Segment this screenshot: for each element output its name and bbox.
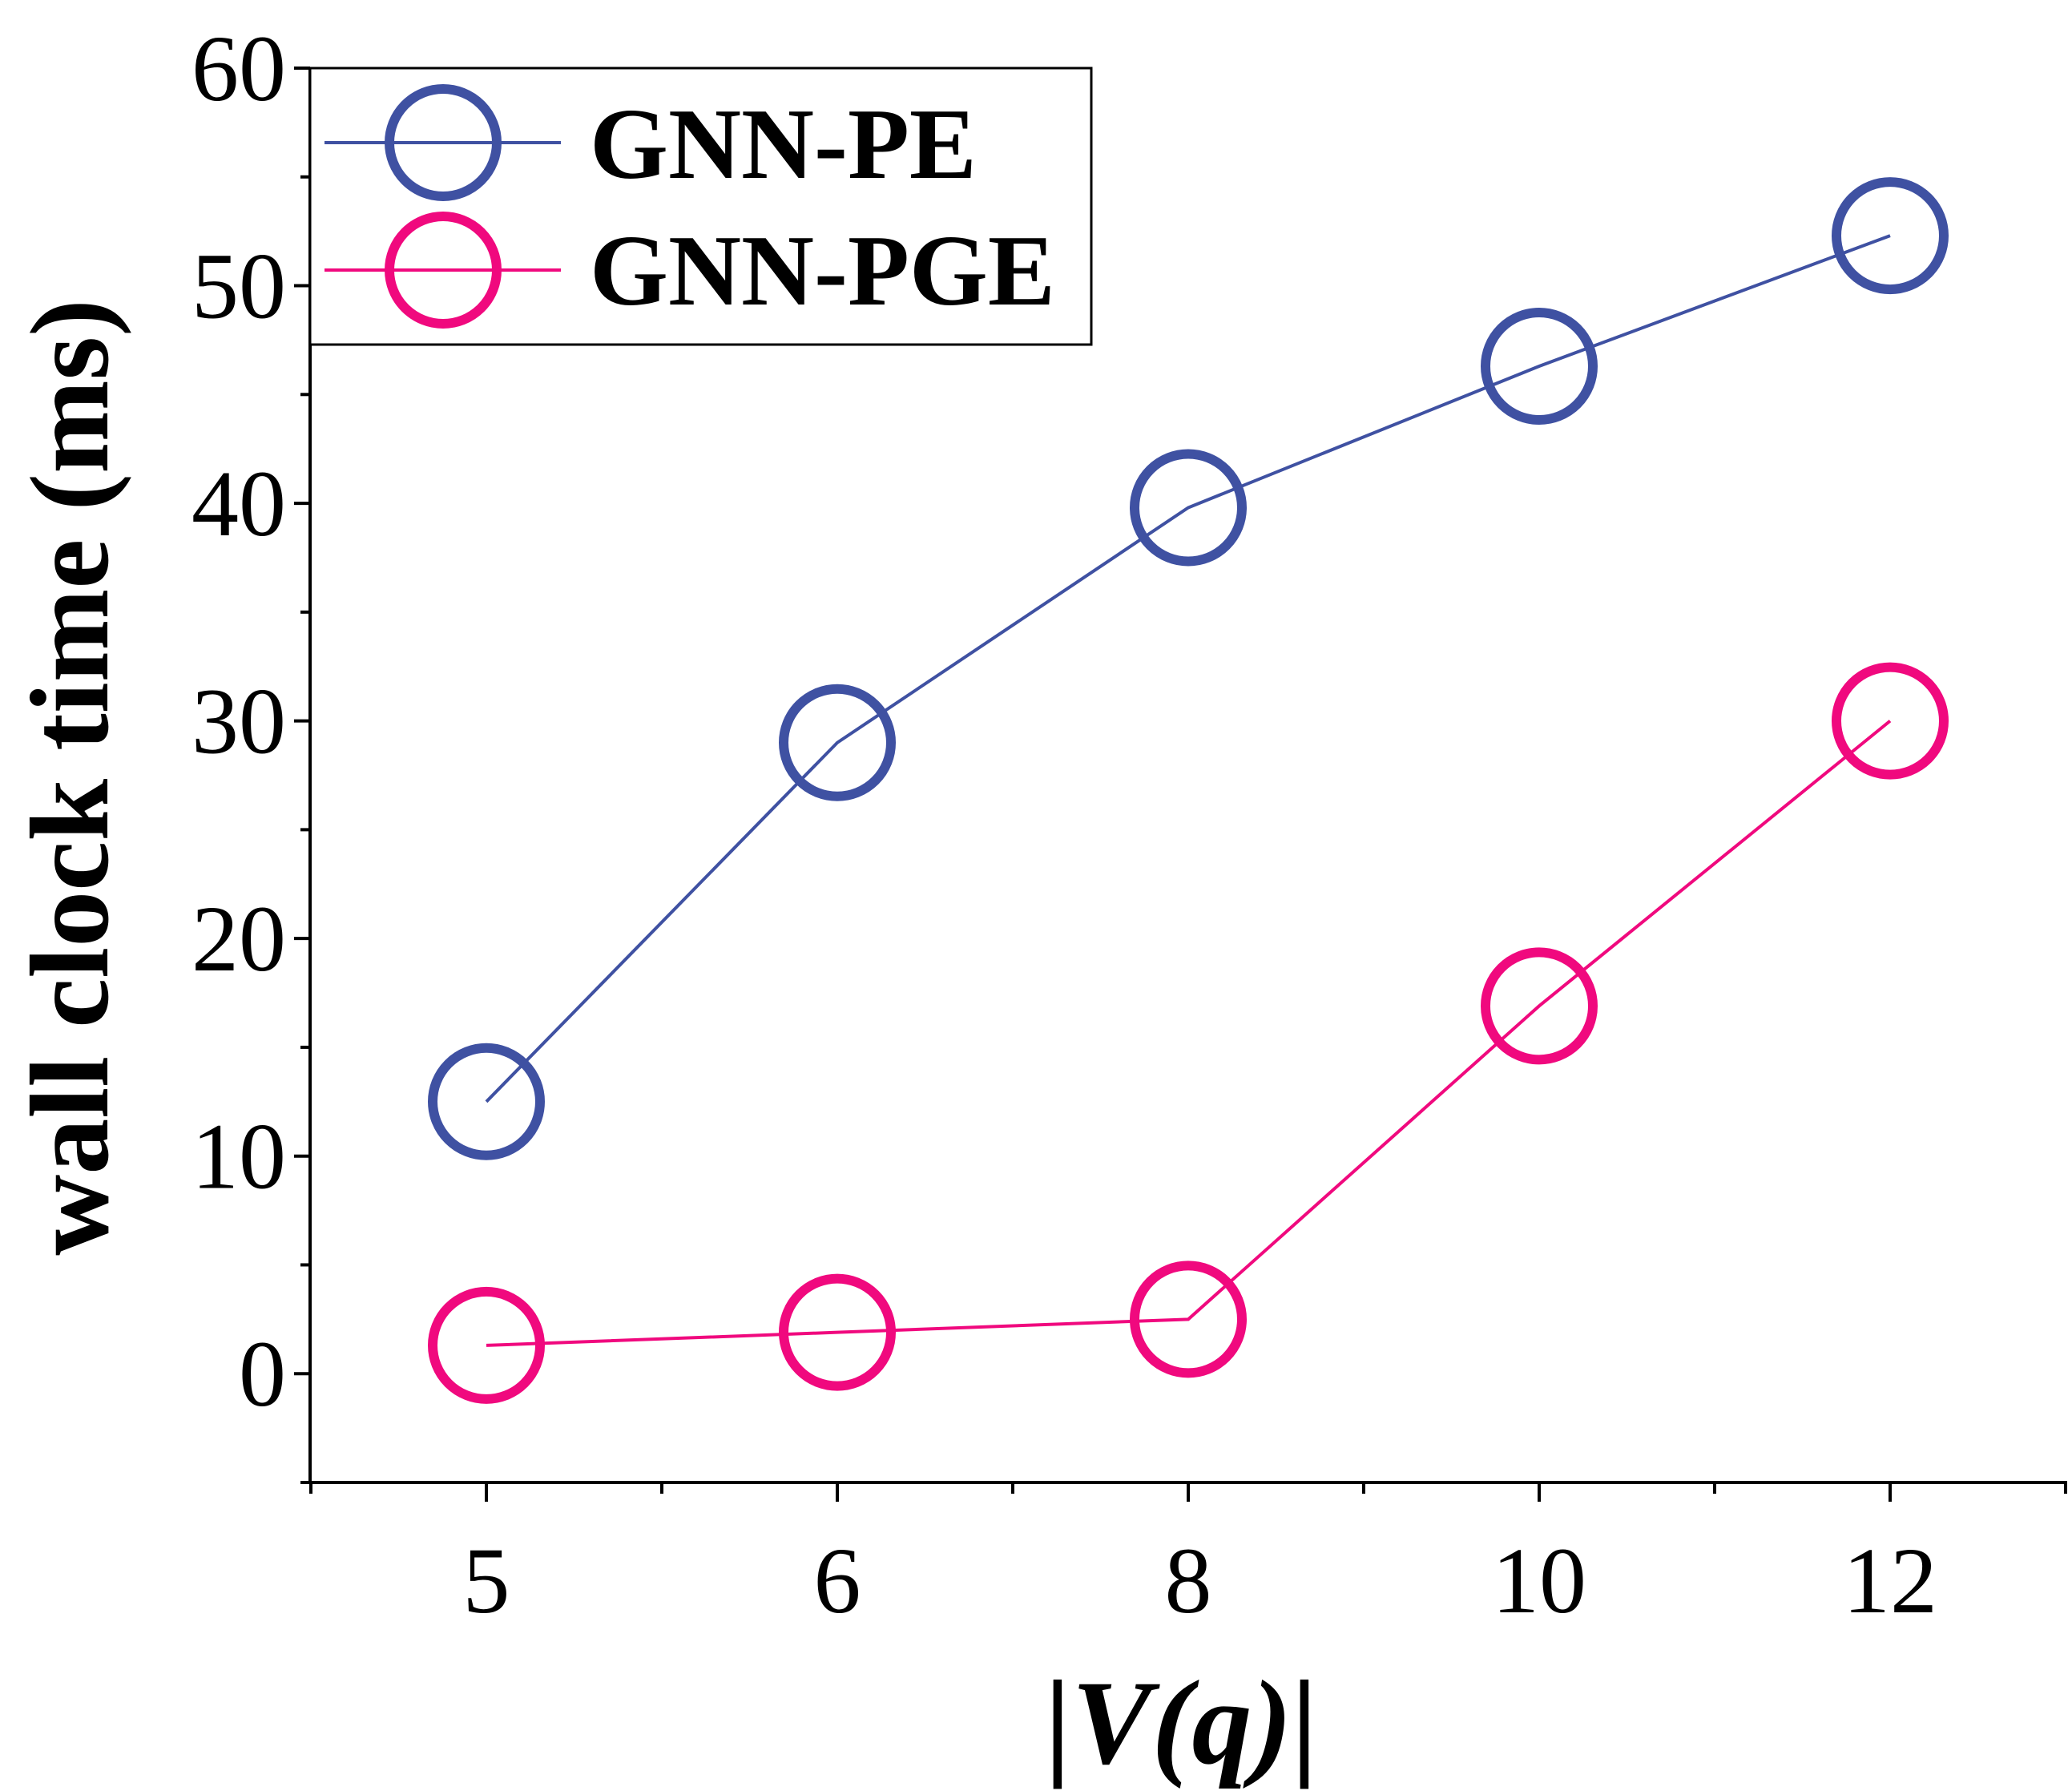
data-point-gnn-pge bbox=[428, 1286, 545, 1404]
data-point-gnn-pe bbox=[1832, 177, 1949, 295]
x-tick-label: 6 bbox=[814, 1528, 861, 1633]
series-line-gnn-pe bbox=[485, 234, 1891, 1103]
x-tick-label: 5 bbox=[463, 1528, 510, 1633]
data-point-gnn-pe bbox=[779, 684, 896, 801]
y-axis-ticks: 0 10 20 30 40 50 60 bbox=[191, 16, 310, 1484]
y-tick-label: 30 bbox=[191, 669, 286, 774]
data-point-gnn-pge bbox=[1832, 662, 1949, 780]
series-gnn-pe bbox=[428, 177, 1949, 1160]
y-tick-label: 50 bbox=[191, 234, 286, 339]
y-tick-label: 20 bbox=[191, 886, 286, 991]
data-point-gnn-pge bbox=[1481, 947, 1598, 1065]
x-axis-ticks: 5 6 8 10 12 bbox=[309, 1482, 2067, 1633]
y-tick-label: 10 bbox=[191, 1104, 286, 1209]
x-tick-label: 12 bbox=[1843, 1528, 1937, 1633]
legend-label-gnn-pge: GNN-PGE bbox=[590, 216, 1055, 327]
series-gnn-pge bbox=[428, 662, 1949, 1404]
y-tick-label: 60 bbox=[191, 16, 286, 121]
legend-label-gnn-pe: GNN-PE bbox=[590, 89, 977, 200]
x-tick-label: 8 bbox=[1165, 1528, 1212, 1633]
series-line-gnn-pge bbox=[486, 720, 1892, 1347]
y-axis-title: wall clock time (ms) bbox=[8, 299, 132, 1256]
data-point-gnn-pe bbox=[1130, 449, 1247, 567]
legend-box bbox=[308, 67, 1093, 346]
legend: GNN-PE GNN-PGE bbox=[308, 67, 1093, 346]
y-tick-label: 40 bbox=[191, 451, 286, 556]
x-tick-label: 10 bbox=[1492, 1528, 1586, 1633]
data-point-gnn-pe bbox=[1481, 308, 1598, 426]
x-axis-title: |V(q)| bbox=[1045, 1656, 1318, 1789]
series-layer bbox=[428, 177, 1949, 1404]
legend-marker-gnn-pge bbox=[385, 212, 502, 329]
legend-marker-gnn-pe bbox=[385, 84, 502, 201]
data-point-gnn-pge bbox=[1130, 1261, 1247, 1378]
data-point-gnn-pge bbox=[779, 1273, 896, 1391]
data-point-gnn-pe bbox=[428, 1043, 545, 1160]
y-tick-label: 0 bbox=[239, 1321, 286, 1426]
